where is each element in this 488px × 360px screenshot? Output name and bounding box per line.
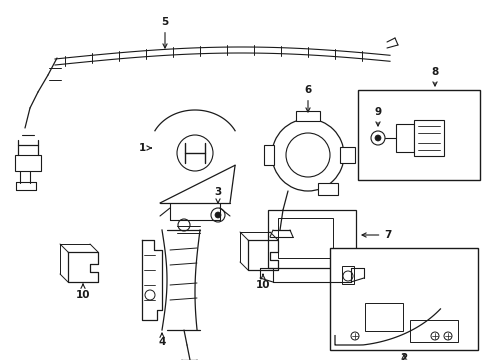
Bar — [295, 111, 319, 121]
Bar — [329, 248, 477, 350]
Text: 1: 1 — [138, 143, 151, 153]
Text: 9: 9 — [374, 107, 381, 126]
Text: 3: 3 — [214, 187, 221, 203]
Text: 4: 4 — [158, 333, 165, 347]
Bar — [413, 120, 443, 156]
Circle shape — [374, 135, 380, 141]
Bar — [341, 266, 353, 284]
Text: 5: 5 — [161, 17, 168, 48]
Bar — [15, 155, 41, 171]
Text: 7: 7 — [361, 230, 391, 240]
Bar — [409, 320, 457, 342]
Bar — [395, 124, 413, 152]
Bar — [267, 210, 355, 268]
Bar — [317, 183, 337, 195]
Bar — [357, 90, 479, 180]
Text: 2: 2 — [400, 353, 407, 360]
Text: 10: 10 — [255, 274, 270, 290]
Text: 10: 10 — [76, 284, 90, 300]
Text: 8: 8 — [430, 67, 438, 86]
Bar — [278, 218, 332, 258]
Text: 6: 6 — [304, 85, 311, 112]
Bar — [264, 145, 273, 165]
Bar — [339, 147, 354, 163]
Circle shape — [215, 212, 221, 218]
Bar — [364, 303, 402, 331]
